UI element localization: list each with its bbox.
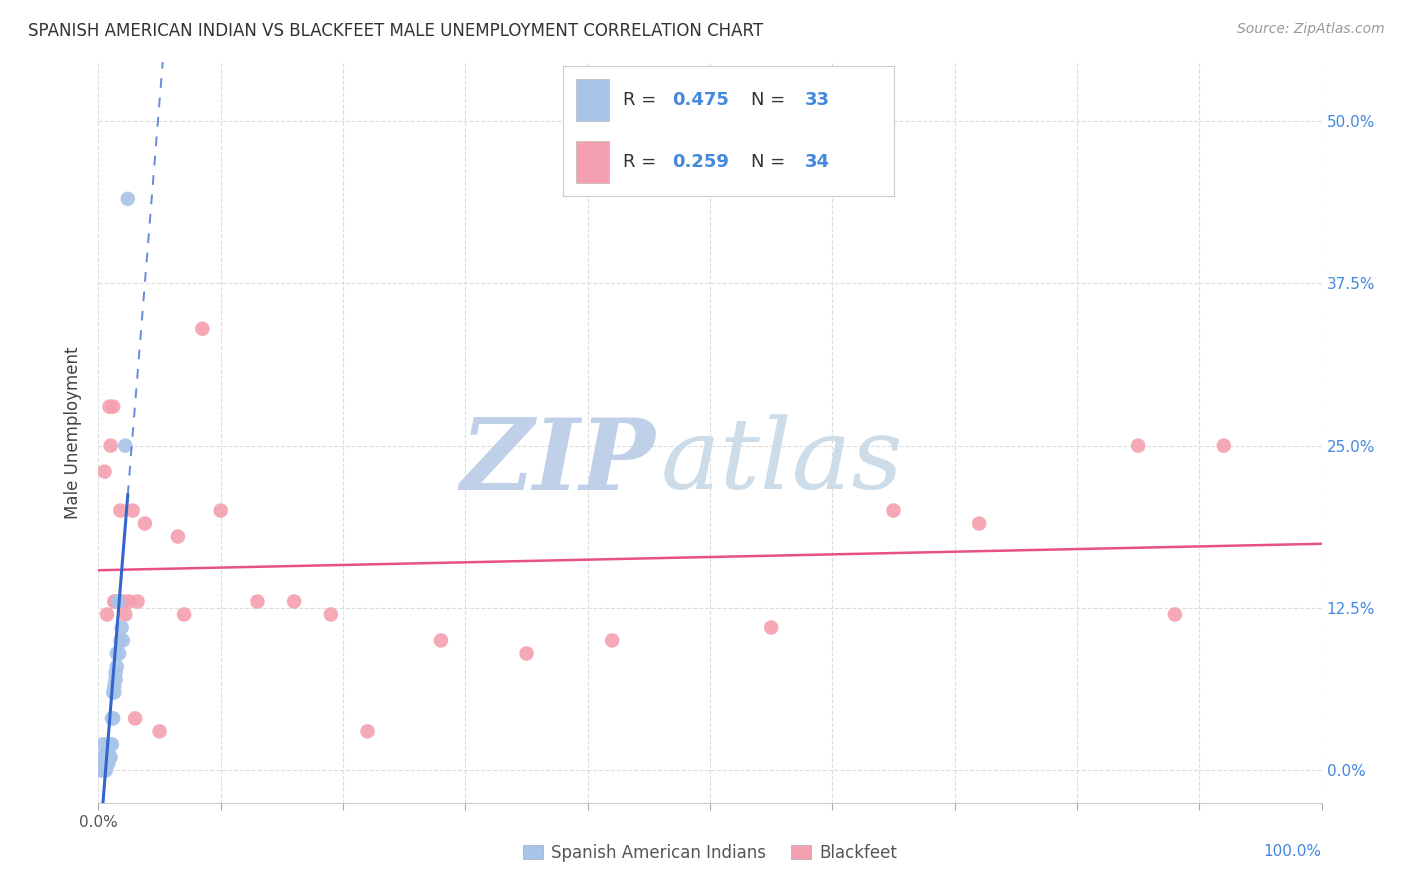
Point [100,737,122,751]
Point [91,764,114,778]
Point [103,679,125,693]
Point [110,503,132,517]
Point [105,647,128,661]
Point [121,503,143,517]
Point [104,673,127,687]
Point [98,400,121,414]
Point [114,607,136,622]
Point [91,737,114,751]
Point [127,594,149,608]
Point [167,529,190,543]
Point [93,750,115,764]
Point [103,594,125,608]
Point [111,620,134,634]
Legend: Spanish American Indians, Blackfeet: Spanish American Indians, Blackfeet [516,838,904,869]
Point [283,594,305,608]
Point [967,516,990,531]
Point [515,647,537,661]
Y-axis label: Male Unemployment: Male Unemployment [65,346,83,519]
Point [883,503,905,517]
Point [100,439,122,453]
Point [107,594,129,608]
Point [96,607,118,622]
Point [93,756,115,771]
Point [114,439,136,453]
Text: ZIP: ZIP [460,414,655,510]
Point [111,594,134,608]
Point [107,594,129,608]
Point [101,711,124,725]
Point [94,764,117,778]
Point [97,756,120,771]
Point [101,737,124,751]
Point [101,400,124,414]
Point [173,607,195,622]
Point [104,594,127,608]
Point [104,665,127,680]
Point [108,647,131,661]
Point [111,633,134,648]
Point [430,633,453,648]
Text: Source: ZipAtlas.com: Source: ZipAtlas.com [1237,22,1385,37]
Point [110,633,132,648]
Point [600,633,623,648]
Point [93,764,115,778]
Point [91,750,114,764]
Point [90,764,112,778]
Point [149,724,172,739]
Point [319,607,342,622]
Point [98,750,121,764]
Point [103,685,125,699]
Point [1212,439,1234,453]
Text: atlas: atlas [661,415,904,510]
Point [246,594,269,608]
Point [117,192,139,206]
Point [209,503,232,517]
Point [97,744,120,758]
Point [94,756,117,771]
Point [101,711,124,725]
Point [1128,439,1150,453]
Point [1164,607,1187,622]
Point [90,756,112,771]
Point [191,322,214,336]
Point [761,620,783,634]
Point [124,711,146,725]
Point [93,465,115,479]
Point [101,685,124,699]
Point [96,756,118,771]
Text: 100.0%: 100.0% [1264,844,1322,858]
Point [134,516,156,531]
Text: SPANISH AMERICAN INDIAN VS BLACKFEET MALE UNEMPLOYMENT CORRELATION CHART: SPANISH AMERICAN INDIAN VS BLACKFEET MAL… [28,22,763,40]
Point [356,724,378,739]
Point [118,594,141,608]
Point [105,659,128,673]
Point [100,750,122,764]
